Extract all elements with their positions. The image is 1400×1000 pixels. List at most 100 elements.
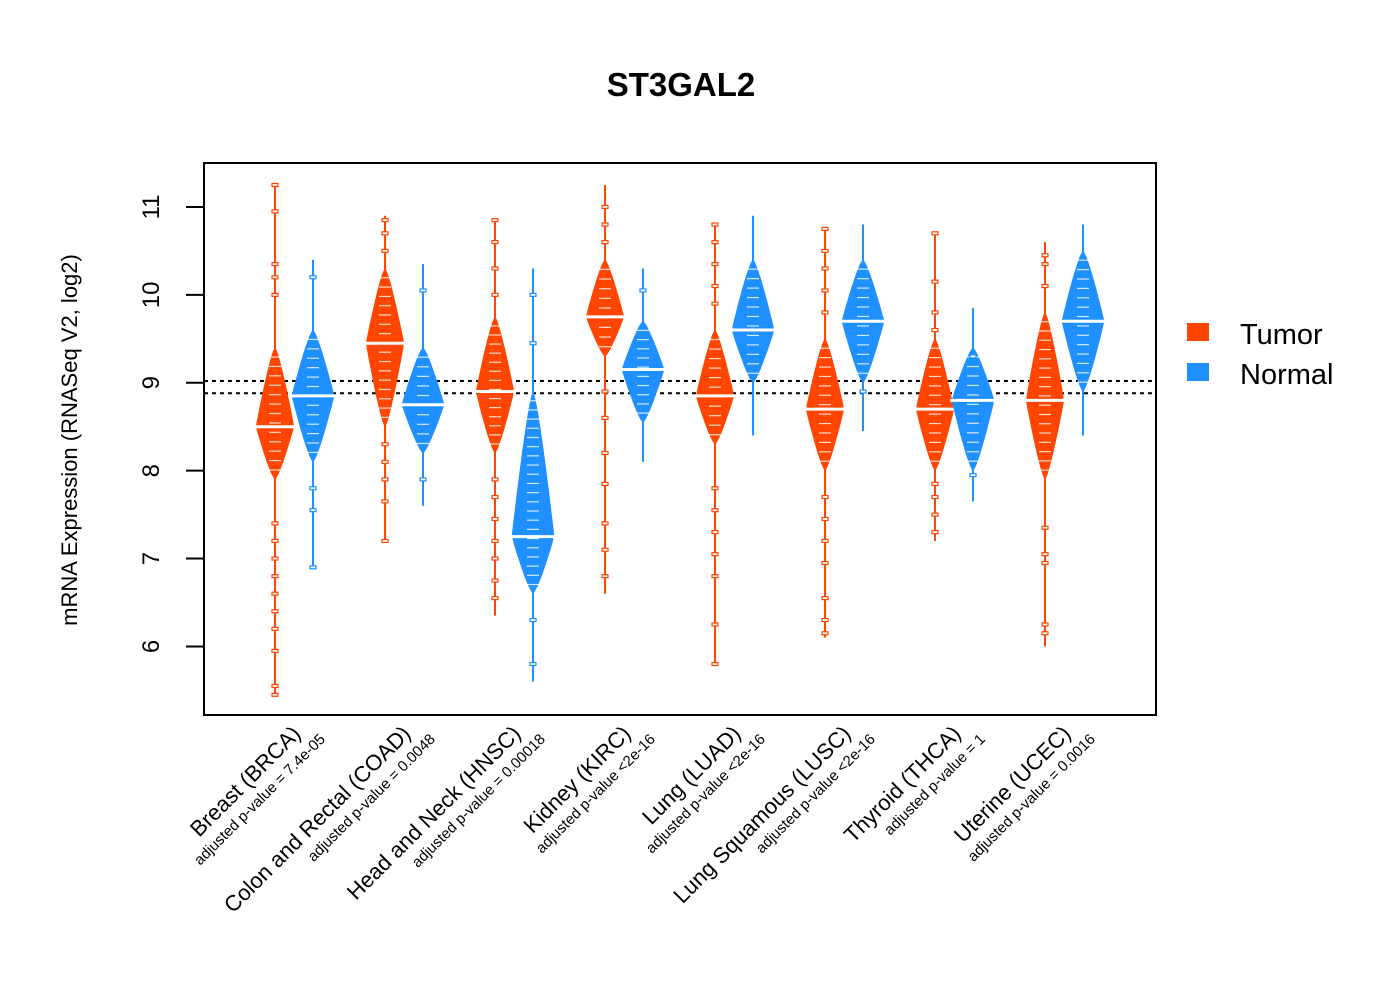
outlier-point xyxy=(821,595,829,601)
outlier-point xyxy=(381,538,389,544)
violin-normal xyxy=(950,308,996,502)
legend-swatch-normal xyxy=(1187,363,1209,381)
violin-tumor xyxy=(1024,242,1066,647)
outlier-point xyxy=(931,310,939,315)
outlier-point xyxy=(491,494,499,500)
outlier-point xyxy=(271,292,279,297)
outlier-point xyxy=(711,622,719,627)
outlier-point xyxy=(711,486,719,491)
outlier-point xyxy=(491,477,499,482)
outlier-point xyxy=(711,283,719,289)
outlier-point xyxy=(601,450,609,456)
outlier-point xyxy=(821,288,829,293)
outlier-point xyxy=(1041,283,1049,289)
outlier-point xyxy=(601,204,609,210)
outlier-point xyxy=(931,231,939,236)
violin-body xyxy=(732,258,774,384)
outlier-point xyxy=(859,389,867,394)
outlier-point xyxy=(601,222,609,227)
outlier-point xyxy=(821,516,829,522)
outlier-point xyxy=(271,521,279,526)
outlier-point xyxy=(711,222,719,227)
outlier-point xyxy=(1041,631,1049,636)
outlier-point xyxy=(931,279,939,284)
legend: Tumor Normal xyxy=(1187,319,1333,391)
outlier-point xyxy=(711,530,719,535)
violin-tumor xyxy=(584,184,626,594)
outlier-point xyxy=(931,481,939,486)
violin-tumor xyxy=(804,226,846,638)
outlier-point xyxy=(309,275,317,280)
outlier-point xyxy=(529,341,537,346)
outlier-point xyxy=(381,231,389,236)
outlier-point xyxy=(1041,253,1049,258)
outlier-point xyxy=(931,530,939,535)
outlier-point xyxy=(271,556,279,561)
violin-normal xyxy=(730,215,776,436)
outlier-point xyxy=(601,574,609,579)
outlier-point xyxy=(381,442,389,447)
violin-body xyxy=(366,267,404,429)
violin-body xyxy=(475,315,515,455)
legend-label-tumor: Tumor xyxy=(1240,319,1323,351)
y-tick-label: 8 xyxy=(138,464,165,477)
violin-body xyxy=(952,346,994,472)
outlier-point xyxy=(1041,261,1049,267)
outlier-point xyxy=(381,248,389,253)
outlier-point xyxy=(711,301,719,306)
plot-frame xyxy=(203,162,1157,716)
outlier-point xyxy=(931,494,939,500)
outlier-point xyxy=(821,617,829,623)
outlier-point xyxy=(529,292,537,297)
outlier-point xyxy=(821,248,829,253)
outlier-point xyxy=(271,692,279,697)
outlier-point xyxy=(381,477,389,482)
violin-normal xyxy=(400,264,446,506)
y-axis: 6 7 8 9 10 11 xyxy=(138,194,204,653)
outlier-point xyxy=(271,538,279,544)
outlier-point xyxy=(969,354,977,359)
outlier-point xyxy=(821,538,829,544)
outlier-point xyxy=(601,415,609,421)
outlier-point xyxy=(271,626,279,631)
legend-label-normal: Normal xyxy=(1240,359,1333,391)
outlier-point xyxy=(491,218,499,223)
violin-normal xyxy=(1060,224,1106,436)
outlier-point xyxy=(601,240,609,245)
outlier-point xyxy=(821,560,829,566)
outlier-point xyxy=(271,261,279,267)
outlier-point xyxy=(381,459,389,464)
violin-tumor xyxy=(254,182,296,697)
outlier-point xyxy=(1041,552,1049,557)
outlier-point xyxy=(309,486,317,491)
outlier-point xyxy=(711,552,719,557)
outlier-point xyxy=(1041,525,1049,530)
outlier-point xyxy=(271,683,279,689)
outlier-point xyxy=(821,494,829,500)
outlier-point xyxy=(491,538,499,544)
y-tick-label: 9 xyxy=(138,376,165,389)
violin-normal xyxy=(840,224,886,432)
outlier-point xyxy=(601,547,609,552)
outlier-point xyxy=(309,508,317,513)
outlier-point xyxy=(711,508,719,513)
violin-tumor xyxy=(694,222,736,667)
outlier-point xyxy=(821,266,829,271)
outlier-point xyxy=(271,591,279,596)
y-tick-label: 11 xyxy=(138,194,165,219)
outlier-point xyxy=(419,477,427,482)
violin-normal xyxy=(620,268,666,462)
violin-body xyxy=(622,320,664,424)
outlier-point xyxy=(271,609,279,614)
outlier-point xyxy=(381,499,389,504)
y-tick-label: 10 xyxy=(138,281,165,308)
outlier-point xyxy=(491,266,499,271)
outlier-point xyxy=(1041,622,1049,627)
outlier-point xyxy=(491,595,499,601)
violin-normal xyxy=(510,268,556,682)
outlier-point xyxy=(931,327,939,333)
reference-lines xyxy=(204,379,1156,395)
outlier-point xyxy=(821,226,829,232)
